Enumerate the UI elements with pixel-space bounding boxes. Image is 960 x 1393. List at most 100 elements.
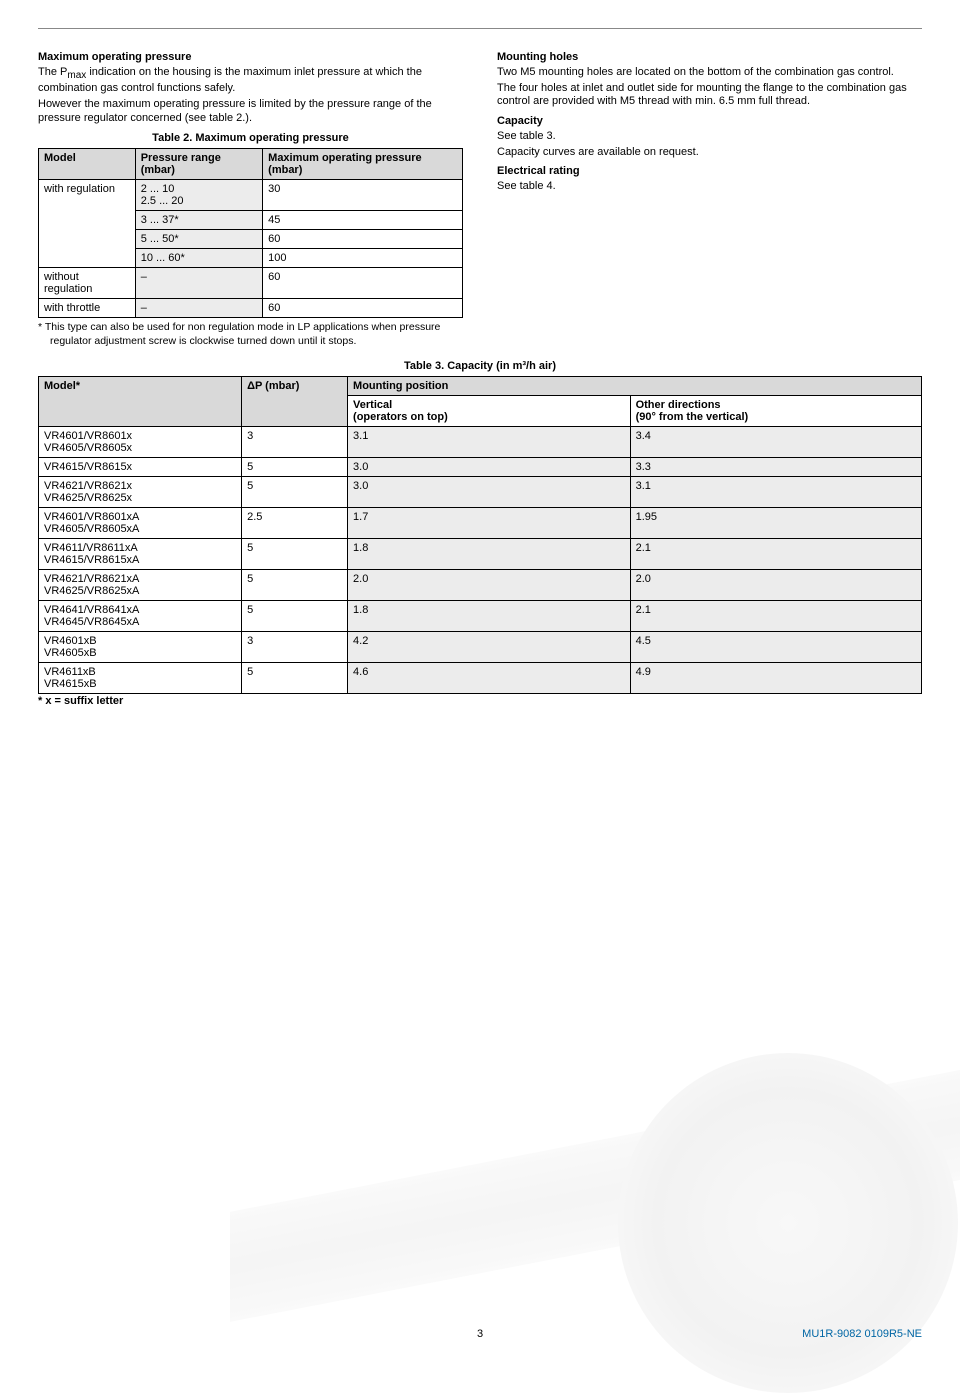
table-row: VR4615/VR8615x53.03.3 <box>39 458 922 477</box>
t3-dp: 5 <box>242 663 348 694</box>
watermark-circle <box>618 1053 958 1393</box>
t3-vertical: 1.7 <box>348 508 631 539</box>
t3-model: VR4611/VR8611xA VR4615/VR8615xA <box>39 539 242 570</box>
t2-r4c3: 100 <box>263 249 463 268</box>
t3-vertical: 4.6 <box>348 663 631 694</box>
table3-caption: Table 3. Capacity (in m³/h air) <box>38 360 922 374</box>
t3-model: VR4601/VR8601x VR4605/VR8605x <box>39 427 242 458</box>
t3-dp: 5 <box>242 570 348 601</box>
table-row: VR4621/VR8621x VR4625/VR8625x53.03.1 <box>39 477 922 508</box>
table-row: VR4621/VR8621xA VR4625/VR8625xA52.02.0 <box>39 570 922 601</box>
t3-other: 1.95 <box>630 508 921 539</box>
two-column-layout: Maximum operating pressure The Pmax indi… <box>38 51 922 350</box>
t2-h3: Maximum operating pressure (mbar) <box>263 149 463 180</box>
t3-model: VR4621/VR8621x VR4625/VR8625x <box>39 477 242 508</box>
capacity-heading: Capacity <box>497 115 922 129</box>
p1a: The P <box>38 66 67 78</box>
t3-other: 2.1 <box>630 601 921 632</box>
t3-dp: 5 <box>242 601 348 632</box>
left-column: Maximum operating pressure The Pmax indi… <box>38 51 463 350</box>
t3-vertical: 3.1 <box>348 427 631 458</box>
t2-r2c2: 3 ... 37* <box>135 211 262 230</box>
t2-r4c2: 10 ... 60* <box>135 249 262 268</box>
background-watermark <box>350 988 910 1288</box>
t2-r5c3: 60 <box>263 268 463 299</box>
t3-dp: 2.5 <box>242 508 348 539</box>
t3-dp: 5 <box>242 539 348 570</box>
table-row: VR4641/VR8641xA VR4645/VR8645xA51.82.1 <box>39 601 922 632</box>
table3: Model* ΔP (mbar) Mounting position Verti… <box>38 376 922 694</box>
mounting-holes-p1: Two M5 mounting holes are located on the… <box>497 66 922 80</box>
t3-model: VR4611xB VR4615xB <box>39 663 242 694</box>
t3-other: 3.4 <box>630 427 921 458</box>
t3-h3: Mounting position <box>348 377 922 396</box>
t3-other: 2.0 <box>630 570 921 601</box>
t3-dp: 5 <box>242 477 348 508</box>
t2-r1c1: with regulation <box>39 180 136 268</box>
t2-r6c3: 60 <box>263 299 463 318</box>
p1b: indication on the housing is the maximum… <box>38 66 422 95</box>
electrical-rating-heading: Electrical rating <box>497 165 922 179</box>
table2-footnote: * This type can also be used for non reg… <box>38 321 463 347</box>
t3-vertical: 1.8 <box>348 601 631 632</box>
t3-other: 2.1 <box>630 539 921 570</box>
page-footer: 3 MU1R-9082 0109R5-NE <box>38 1328 922 1340</box>
t2-r6c1: with throttle <box>39 299 136 318</box>
t2-r1c3: 30 <box>263 180 463 211</box>
right-column: Mounting holes Two M5 mounting holes are… <box>497 51 922 350</box>
t3-dp: 3 <box>242 632 348 663</box>
t2-r3c2: 5 ... 50* <box>135 230 262 249</box>
document-code: MU1R-9082 0109R5-NE <box>802 1328 922 1340</box>
mounting-holes-heading: Mounting holes <box>497 51 922 65</box>
t3-h3a: Vertical (operators on top) <box>348 396 631 427</box>
t3-model: VR4601xB VR4605xB <box>39 632 242 663</box>
capacity-p2: Capacity curves are available on request… <box>497 146 922 160</box>
max-op-pressure-p1: The Pmax indication on the housing is th… <box>38 66 463 96</box>
t2-r1c2a: 2 ... 10 <box>141 183 175 195</box>
t3-vertical: 4.2 <box>348 632 631 663</box>
t3-model: VR4621/VR8621xA VR4625/VR8625xA <box>39 570 242 601</box>
t3-other: 3.1 <box>630 477 921 508</box>
max-op-pressure-heading: Maximum operating pressure <box>38 51 463 65</box>
capacity-p1: See table 3. <box>497 130 922 144</box>
top-rule <box>38 28 922 29</box>
t3-h3b: Other directions (90° from the vertical) <box>630 396 921 427</box>
table3-section: Table 3. Capacity (in m³/h air) Model* Δ… <box>38 360 922 710</box>
page-number: 3 <box>477 1328 483 1340</box>
t3-model: VR4601/VR8601xA VR4605/VR8605xA <box>39 508 242 539</box>
t3-model: VR4615/VR8615x <box>39 458 242 477</box>
t3-model: VR4641/VR8641xA VR4645/VR8645xA <box>39 601 242 632</box>
table2-caption: Table 2. Maximum operating pressure <box>38 132 463 146</box>
t3-h1: Model* <box>39 377 242 427</box>
t3-dp: 3 <box>242 427 348 458</box>
electrical-rating-p1: See table 4. <box>497 180 922 194</box>
table2: Model Pressure range (mbar) Maximum oper… <box>38 148 463 318</box>
watermark-stripe <box>230 1064 960 1322</box>
table3-suffix-note: * x = suffix letter <box>38 695 922 709</box>
t2-r2c3: 45 <box>263 211 463 230</box>
mounting-holes-p2: The four holes at inlet and outlet side … <box>497 82 922 110</box>
table-row: VR4601/VR8601x VR4605/VR8605x33.13.4 <box>39 427 922 458</box>
t2-r3c3: 60 <box>263 230 463 249</box>
table-row: VR4601/VR8601xA VR4605/VR8605xA2.51.71.9… <box>39 508 922 539</box>
t3-dp: 5 <box>242 458 348 477</box>
t2-r6c2: – <box>135 299 262 318</box>
t2-h2: Pressure range (mbar) <box>135 149 262 180</box>
table-row: VR4611/VR8611xA VR4615/VR8615xA51.82.1 <box>39 539 922 570</box>
max-op-pressure-p2: However the maximum operating pressure i… <box>38 98 463 126</box>
t2-h1: Model <box>39 149 136 180</box>
table-row: VR4611xB VR4615xB54.64.9 <box>39 663 922 694</box>
t2-r1c2: 2 ... 10 2.5 ... 20 <box>135 180 262 211</box>
t2-r5c1: without regulation <box>39 268 136 299</box>
table-row: VR4601xB VR4605xB34.24.5 <box>39 632 922 663</box>
t3-h2: ΔP (mbar) <box>242 377 348 427</box>
t3-other: 4.9 <box>630 663 921 694</box>
t3-vertical: 2.0 <box>348 570 631 601</box>
t2-r5c2: – <box>135 268 262 299</box>
p1-sub: max <box>67 70 86 81</box>
t3-vertical: 3.0 <box>348 458 631 477</box>
t3-other: 3.3 <box>630 458 921 477</box>
t3-other: 4.5 <box>630 632 921 663</box>
t3-vertical: 3.0 <box>348 477 631 508</box>
t2-r1c2b: 2.5 ... 20 <box>141 195 184 207</box>
